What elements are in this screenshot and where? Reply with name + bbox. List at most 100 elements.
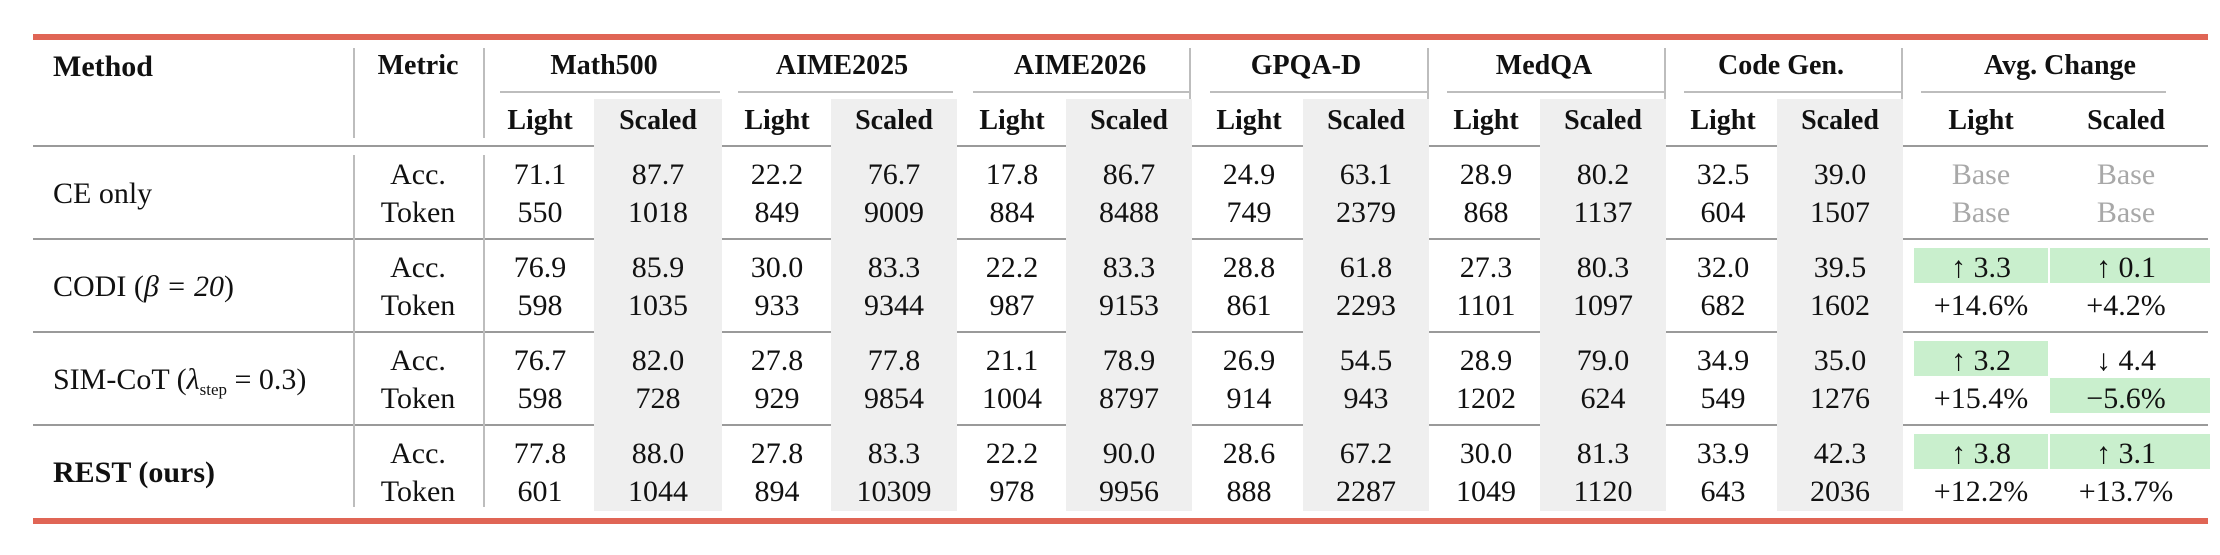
subheader-scaled: Scaled <box>1564 105 1642 136</box>
acc-cell: 21.1 <box>985 344 1039 377</box>
col-sep <box>1427 48 1429 138</box>
token-cell: 1602 <box>1810 289 1870 322</box>
improvement-highlight <box>2050 248 2210 283</box>
token-cell: 9344 <box>864 289 924 322</box>
acc-cell: 83.3 <box>1102 251 1156 284</box>
acc-cell: 28.8 <box>1222 251 1276 284</box>
avg-change-cell: ↑ 3.3 <box>1951 251 2011 284</box>
improvement-highlight <box>2050 378 2210 413</box>
token-cell: 2293 <box>1336 289 1396 322</box>
token-cell: 598 <box>517 289 563 322</box>
acc-cell: 76.7 <box>513 344 567 377</box>
token-cell: 728 <box>635 382 681 415</box>
col-sep <box>353 155 355 507</box>
acc-cell: 35.0 <box>1813 344 1867 377</box>
token-cell: 1507 <box>1810 196 1870 229</box>
metric-label: Token <box>380 289 456 322</box>
col-sep <box>483 48 485 138</box>
group-underline <box>738 91 953 93</box>
scaled-column-shade <box>831 99 957 511</box>
token-cell: 1120 <box>1573 475 1633 508</box>
token-cell: 1137 <box>1573 196 1633 229</box>
avg-change-cell: +12.2% <box>1933 475 2029 508</box>
metric-label: Acc. <box>390 344 446 377</box>
metric-label: Acc. <box>390 437 446 470</box>
col-sep <box>353 48 355 138</box>
acc-cell: 86.7 <box>1102 158 1156 191</box>
avg-change-cell: Base <box>1951 158 2011 191</box>
token-cell: 682 <box>1700 289 1746 322</box>
token-cell: 888 <box>1226 475 1272 508</box>
subheader-light: Light <box>1453 105 1519 136</box>
token-cell: 1018 <box>628 196 688 229</box>
acc-cell: 79.0 <box>1576 344 1630 377</box>
avg-change-cell: +4.2% <box>2086 289 2166 322</box>
token-cell: 9854 <box>864 382 924 415</box>
improvement-highlight <box>2050 434 2210 469</box>
token-cell: 1101 <box>1456 289 1516 322</box>
bottom-rule <box>33 518 2208 524</box>
subheader-light: Light <box>507 105 573 136</box>
acc-cell: 34.9 <box>1696 344 1750 377</box>
acc-cell: 76.7 <box>867 158 921 191</box>
token-cell: 643 <box>1700 475 1746 508</box>
token-cell: 914 <box>1226 382 1272 415</box>
acc-cell: 28.9 <box>1459 344 1513 377</box>
token-cell: 978 <box>989 475 1035 508</box>
token-cell: 1004 <box>982 382 1042 415</box>
header-benchmark: Avg. Change <box>1984 50 2136 81</box>
avg-change-cell: ↑ 3.8 <box>1951 437 2011 470</box>
acc-cell: 42.3 <box>1813 437 1867 470</box>
acc-cell: 28.6 <box>1222 437 1276 470</box>
token-cell: 624 <box>1580 382 1626 415</box>
acc-cell: 71.1 <box>513 158 567 191</box>
acc-cell: 61.8 <box>1339 251 1393 284</box>
subheader-scaled: Scaled <box>1327 105 1405 136</box>
token-cell: 2287 <box>1336 475 1396 508</box>
subheader-light: Light <box>979 105 1045 136</box>
token-cell: 987 <box>989 289 1035 322</box>
token-cell: 749 <box>1226 196 1272 229</box>
avg-change-cell: ↑ 0.1 <box>2096 251 2156 284</box>
acc-cell: 30.0 <box>1459 437 1513 470</box>
acc-cell: 87.7 <box>631 158 685 191</box>
acc-cell: 83.3 <box>867 437 921 470</box>
acc-cell: 33.9 <box>1696 437 1750 470</box>
acc-cell: 27.3 <box>1459 251 1513 284</box>
token-cell: 549 <box>1700 382 1746 415</box>
improvement-highlight <box>1914 434 2048 469</box>
token-cell: 1202 <box>1456 382 1516 415</box>
col-sep <box>1664 48 1666 138</box>
method-name: REST (ours) <box>53 456 215 489</box>
header-benchmark: MedQA <box>1495 50 1593 81</box>
acc-cell: 77.8 <box>867 344 921 377</box>
group-underline <box>1684 91 1901 93</box>
acc-cell: 39.0 <box>1813 158 1867 191</box>
scaled-column-shade <box>1540 99 1666 511</box>
subheader-scaled: Scaled <box>619 105 697 136</box>
improvement-highlight <box>1914 341 2048 376</box>
acc-cell: 77.8 <box>513 437 567 470</box>
token-cell: 2379 <box>1336 196 1396 229</box>
subheader-light: Light <box>1690 105 1756 136</box>
metric-label: Token <box>380 475 456 508</box>
scaled-column-shade <box>1777 99 1903 511</box>
method-name: SIM-CoT (λstep = 0.3) <box>53 363 307 399</box>
acc-cell: 28.9 <box>1459 158 1513 191</box>
group-underline <box>973 91 1190 93</box>
token-cell: 1044 <box>628 475 688 508</box>
col-sep <box>483 155 485 507</box>
metric-label: Acc. <box>390 158 446 191</box>
acc-cell: 17.8 <box>985 158 1039 191</box>
header-benchmark: AIME2026 <box>1013 50 1147 81</box>
token-cell: 861 <box>1226 289 1272 322</box>
subheader-light: Light <box>1948 105 2014 136</box>
col-sep <box>1189 48 1191 138</box>
acc-cell: 81.3 <box>1576 437 1630 470</box>
avg-change-cell: ↑ 3.1 <box>2096 437 2156 470</box>
acc-cell: 54.5 <box>1339 344 1393 377</box>
token-cell: 1035 <box>628 289 688 322</box>
token-cell: 8488 <box>1099 196 1159 229</box>
acc-cell: 78.9 <box>1102 344 1156 377</box>
avg-change-cell: +13.7% <box>2078 475 2174 508</box>
